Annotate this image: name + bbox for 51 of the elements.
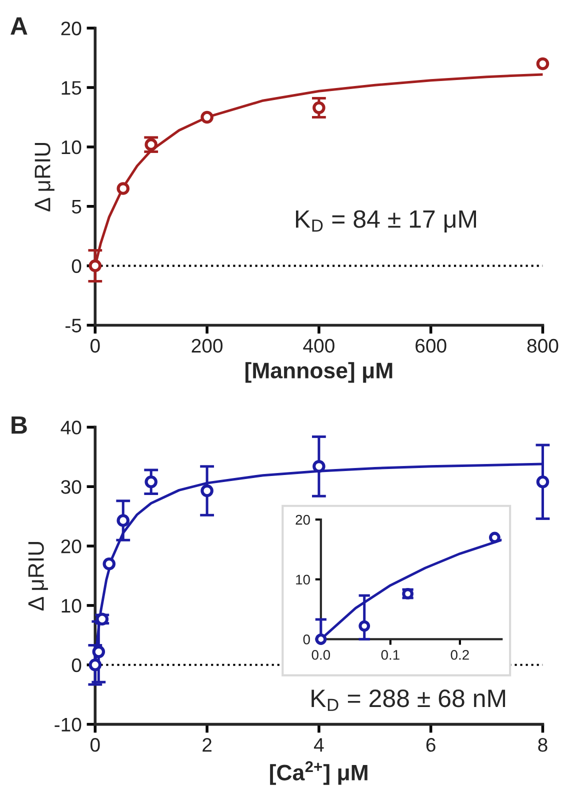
point (144, 475, 158, 488)
y-tick-label: 0 (72, 259, 82, 274)
chart-title: B (12, 416, 27, 434)
point (88, 259, 102, 272)
point (92, 645, 106, 658)
y-tick-label: 0 (303, 634, 310, 644)
point (200, 484, 214, 498)
y-tick-label: 10 (62, 140, 82, 154)
annotation: K$_{D}$ = 288 ± 68 nM (312, 690, 506, 711)
x-tick-label: 600 (416, 338, 446, 353)
y-tick-label: 40 (60, 420, 82, 434)
y-tick-label: 10 (62, 598, 82, 613)
point (312, 460, 326, 473)
x-tick-label: 8 (538, 738, 548, 752)
y-axis-title: Δ μRIU (28, 542, 48, 611)
point (536, 57, 550, 70)
x-tick-label: 0.0 (312, 650, 330, 660)
y-tick-label: 15 (62, 81, 82, 95)
x-axis-title: [Mannose] μM (245, 362, 392, 383)
point (116, 514, 130, 527)
x-tick-label: 0 (90, 338, 100, 353)
y-tick-label: 30 (61, 480, 82, 494)
y-tick-label: 10 (296, 574, 310, 585)
x-axis-title: [Ca$^{2+}$] μM (270, 761, 368, 785)
annotation: K$_{D}$ = 84 ± 17 μM (296, 210, 476, 232)
point (488, 532, 500, 544)
x-tick-label: 800 (527, 338, 558, 353)
point (536, 475, 550, 488)
x-tick-label: 4 (314, 738, 324, 752)
point (200, 110, 214, 124)
point (312, 101, 326, 114)
x-tick-label: 0.1 (381, 650, 400, 660)
x-tick-label: 0.2 (450, 650, 469, 660)
point (88, 658, 102, 672)
x-tick-label: 2 (202, 738, 212, 752)
point (116, 182, 130, 195)
x-tick-label: 6 (426, 738, 436, 752)
y-tick-label: 5 (72, 200, 82, 214)
y-tick-label: 20 (296, 514, 310, 525)
chart-title: A (10, 17, 28, 35)
y-tick-label: -10 (54, 718, 82, 732)
x-tick-label: 200 (192, 338, 223, 353)
y-axis-title: Δ μRIU (34, 142, 54, 212)
point (315, 633, 327, 645)
point (102, 557, 116, 570)
x-tick-label: 0 (90, 738, 100, 752)
y-tick-label: 20 (61, 22, 82, 36)
x-tick-label: 400 (303, 338, 334, 353)
y-tick-label: 20 (61, 540, 82, 554)
point (358, 620, 370, 632)
y-tick-label: -5 (66, 318, 82, 332)
